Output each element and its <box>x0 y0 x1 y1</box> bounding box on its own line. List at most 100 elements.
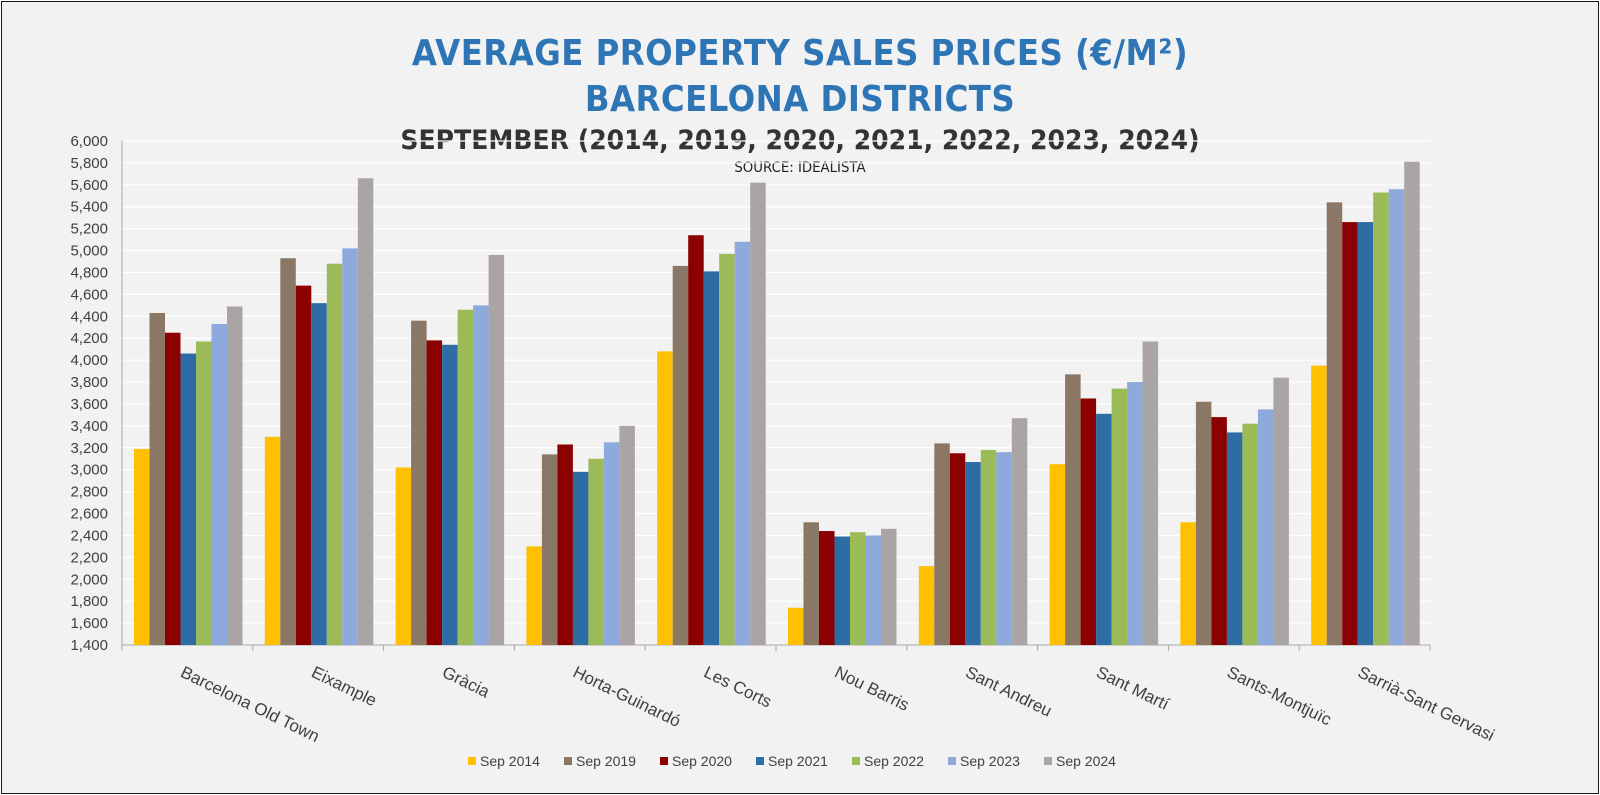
bar-sep-2020 <box>1080 398 1097 645</box>
y-tick-label: 5,800 <box>70 155 108 172</box>
bar-sep-2021 <box>572 471 589 645</box>
y-tick-label: 3,400 <box>70 418 108 435</box>
bar-sep-2021 <box>1357 222 1374 646</box>
bar-sep-2014 <box>1049 464 1066 645</box>
bar-sep-2024 <box>357 178 374 645</box>
bar-sep-2021 <box>703 271 720 645</box>
y-tick-label: 2,000 <box>70 571 108 588</box>
y-tick-label: 3,800 <box>70 374 108 391</box>
x-tick-label: Sant Martí <box>1093 663 1172 715</box>
bar-sep-2023 <box>1388 189 1405 646</box>
bar-sep-2019 <box>149 313 165 645</box>
legend-label: Sep 2014 <box>480 753 540 769</box>
legend-swatch <box>660 757 668 765</box>
bar-sep-2024 <box>227 306 243 645</box>
legend-label: Sep 2023 <box>960 753 1020 769</box>
y-tick-label: 1,400 <box>70 637 108 654</box>
bar-sep-2014 <box>526 546 542 645</box>
bar-sep-2024 <box>488 254 505 646</box>
bar-sep-2019 <box>803 522 819 645</box>
bar-sep-2022 <box>719 253 735 645</box>
bar-sep-2020 <box>295 285 312 645</box>
bar-sep-2022 <box>457 309 474 645</box>
x-tick-label: Horta-Guinardó <box>570 663 684 731</box>
bar-sep-2014 <box>264 436 281 645</box>
bar-sep-2022 <box>1111 388 1128 645</box>
bar-sep-2020 <box>165 332 181 645</box>
bar-sep-2014 <box>1311 365 1327 645</box>
x-tick-label: Les Corts <box>701 663 775 712</box>
x-tick-label: Barcelona Old Town <box>178 663 323 747</box>
bar-sep-2024 <box>1142 341 1159 645</box>
bar-sep-2022 <box>850 532 866 645</box>
legend-swatch <box>564 757 572 765</box>
chart-title-line2: BARCELONA DISTRICTS <box>584 79 1016 120</box>
y-tick-label: 4,400 <box>70 308 108 325</box>
y-tick-label: 1,800 <box>70 593 108 610</box>
y-tick-label: 4,200 <box>70 330 108 347</box>
bar-sep-2023 <box>865 535 881 645</box>
bar-sep-2021 <box>1226 432 1243 645</box>
bar-sep-2021 <box>442 344 458 645</box>
legend-label: Sep 2024 <box>1056 753 1116 769</box>
bar-sep-2024 <box>1273 377 1289 645</box>
y-tick-label: 4,000 <box>70 352 108 369</box>
bar-sep-2023 <box>211 323 227 645</box>
legend-swatch <box>948 757 956 765</box>
bar-sep-2019 <box>411 320 427 645</box>
x-tick-label: Nou Barris <box>832 663 913 715</box>
bar-sep-2014 <box>134 448 150 645</box>
bar-sep-2023 <box>1127 382 1143 645</box>
legend-label: Sep 2022 <box>864 753 924 769</box>
y-tick-label: 2,600 <box>70 506 108 523</box>
y-tick-label: 4,600 <box>70 286 108 303</box>
legend-swatch <box>756 757 764 765</box>
y-tick-label: 3,200 <box>70 440 108 457</box>
bar-sep-2023 <box>342 248 358 646</box>
y-tick-label: 5,000 <box>70 243 108 260</box>
bar-sep-2019 <box>280 258 296 645</box>
bar-sep-2021 <box>1096 413 1112 645</box>
y-tick-label: 2,200 <box>70 549 108 566</box>
bar-sep-2019 <box>934 443 950 645</box>
bar-sep-2023 <box>603 442 620 645</box>
bar-sep-2020 <box>1211 417 1227 645</box>
legend-swatch <box>468 757 476 765</box>
bar-sep-2014 <box>657 351 673 645</box>
y-tick-label: 5,400 <box>70 199 108 216</box>
y-tick-label: 3,600 <box>70 396 108 413</box>
bar-sep-2023 <box>1257 409 1274 645</box>
chart-source: SOURCE: IDEALISTA <box>734 160 866 176</box>
legend-label: Sep 2021 <box>768 753 828 769</box>
bar-sep-2022 <box>588 458 604 645</box>
y-tick-label: 5,200 <box>70 221 108 238</box>
legend-swatch <box>1044 757 1052 765</box>
bar-sep-2021 <box>180 353 196 645</box>
bar-sep-2022 <box>1242 423 1258 645</box>
y-tick-label: 6,000 <box>70 133 108 150</box>
y-tick-label: 4,800 <box>70 264 108 281</box>
bar-sep-2014 <box>918 566 935 645</box>
bar-sep-2024 <box>1404 161 1420 646</box>
legend-swatch <box>852 757 860 765</box>
y-tick-label: 1,600 <box>70 615 108 632</box>
bar-sep-2022 <box>1373 192 1389 645</box>
bar-sep-2024 <box>881 528 897 645</box>
bar-sep-2020 <box>1342 222 1358 646</box>
chart-title-line1: AVERAGE PROPERTY SALES PRICES (€/M²) <box>411 33 1189 74</box>
bar-sep-2020 <box>949 453 966 645</box>
bar-sep-2024 <box>619 425 635 645</box>
x-tick-label: Sarrià-Sant Gervasi <box>1355 663 1498 746</box>
bar-sep-2023 <box>473 305 489 645</box>
bar-sep-2019 <box>1195 401 1212 645</box>
bar-sep-2022 <box>196 341 212 645</box>
y-tick-label: 2,800 <box>70 484 108 501</box>
bar-sep-2020 <box>557 444 573 645</box>
bar-sep-2019 <box>1065 374 1081 645</box>
y-tick-label: 2,400 <box>70 527 108 544</box>
bar-sep-2019 <box>672 265 689 645</box>
legend-label: Sep 2020 <box>672 753 732 769</box>
bar-sep-2019 <box>1326 202 1343 646</box>
bar-sep-2024 <box>750 182 766 646</box>
